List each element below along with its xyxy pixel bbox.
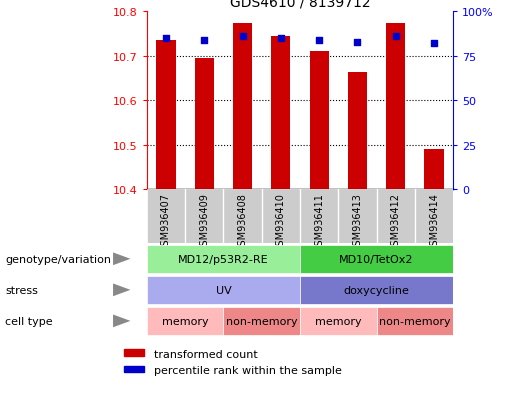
Text: cell type: cell type bbox=[5, 316, 53, 326]
Text: UV: UV bbox=[215, 285, 231, 295]
Point bbox=[277, 36, 285, 43]
Bar bbox=[376, 307, 453, 335]
Text: doxycycline: doxycycline bbox=[344, 285, 409, 295]
Text: percentile rank within the sample: percentile rank within the sample bbox=[154, 365, 342, 375]
Text: GSM936414: GSM936414 bbox=[429, 192, 439, 252]
Text: GSM936413: GSM936413 bbox=[352, 192, 363, 252]
Bar bbox=[157, 41, 176, 190]
Polygon shape bbox=[113, 284, 130, 297]
Title: GDS4610 / 8139712: GDS4610 / 8139712 bbox=[230, 0, 370, 10]
Bar bbox=[415, 190, 453, 244]
Bar bbox=[185, 190, 224, 244]
Point bbox=[430, 41, 438, 47]
Bar bbox=[124, 366, 144, 373]
Point bbox=[200, 38, 209, 44]
Bar bbox=[147, 307, 224, 335]
Bar bbox=[300, 245, 453, 273]
Point bbox=[315, 38, 323, 44]
Text: MD10/TetOx2: MD10/TetOx2 bbox=[339, 254, 414, 264]
Point bbox=[238, 34, 247, 40]
Point bbox=[391, 34, 400, 40]
Bar bbox=[300, 190, 338, 244]
Text: non-memory: non-memory bbox=[379, 316, 451, 326]
Polygon shape bbox=[113, 253, 130, 266]
Polygon shape bbox=[113, 315, 130, 328]
Bar bbox=[376, 190, 415, 244]
Text: GSM936409: GSM936409 bbox=[199, 192, 209, 252]
Bar bbox=[300, 276, 453, 304]
Bar bbox=[195, 59, 214, 190]
Bar bbox=[124, 350, 144, 356]
Bar bbox=[386, 24, 405, 190]
Bar bbox=[271, 37, 290, 190]
Bar bbox=[262, 190, 300, 244]
Text: stress: stress bbox=[5, 285, 38, 295]
Text: GSM936408: GSM936408 bbox=[237, 192, 248, 252]
Bar bbox=[348, 72, 367, 190]
Text: GSM936411: GSM936411 bbox=[314, 192, 324, 252]
Text: GSM936410: GSM936410 bbox=[276, 192, 286, 252]
Bar bbox=[147, 276, 300, 304]
Bar bbox=[233, 24, 252, 190]
Point bbox=[353, 39, 362, 46]
Text: GSM936407: GSM936407 bbox=[161, 192, 171, 252]
Text: memory: memory bbox=[315, 316, 362, 326]
Bar bbox=[147, 245, 300, 273]
Bar bbox=[300, 307, 376, 335]
Text: memory: memory bbox=[162, 316, 209, 326]
Text: MD12/p53R2-RE: MD12/p53R2-RE bbox=[178, 254, 269, 264]
Text: non-memory: non-memory bbox=[226, 316, 298, 326]
Point bbox=[162, 36, 170, 43]
Bar bbox=[224, 190, 262, 244]
Text: genotype/variation: genotype/variation bbox=[5, 254, 111, 264]
Bar bbox=[310, 52, 329, 190]
Bar bbox=[338, 190, 376, 244]
Text: GSM936412: GSM936412 bbox=[391, 192, 401, 252]
Text: transformed count: transformed count bbox=[154, 349, 258, 359]
Bar bbox=[147, 190, 185, 244]
Bar bbox=[424, 150, 443, 190]
Bar bbox=[224, 307, 300, 335]
